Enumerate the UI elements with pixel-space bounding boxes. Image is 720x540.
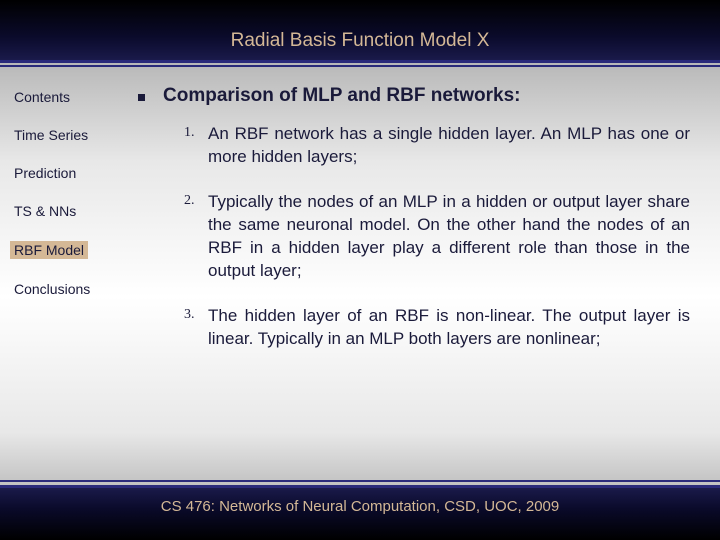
- sidebar-item-prediction[interactable]: Prediction: [14, 165, 118, 181]
- list-text: The hidden layer of an RBF is non-linear…: [208, 305, 690, 351]
- content-heading: Comparison of MLP and RBF networks:: [163, 85, 521, 107]
- sidebar-item-rbf-model[interactable]: RBF Model: [10, 241, 88, 259]
- list-number: 1.: [184, 123, 208, 141]
- list-number: 2.: [184, 191, 208, 209]
- list-item: 3. The hidden layer of an RBF is non-lin…: [184, 305, 690, 351]
- bullet-icon: [138, 94, 145, 101]
- slide-footer: CS 476: Networks of Neural Computation, …: [0, 485, 720, 540]
- list-item: 1. An RBF network has a single hidden la…: [184, 123, 690, 169]
- slide-body: Contents Time Series Prediction TS & NNs…: [0, 67, 720, 477]
- sidebar-item-conclusions[interactable]: Conclusions: [14, 281, 118, 297]
- sidebar: Contents Time Series Prediction TS & NNs…: [0, 67, 128, 477]
- list-text: Typically the nodes of an MLP in a hidde…: [208, 191, 690, 283]
- footer-divider: [0, 480, 720, 482]
- sidebar-item-ts-nns[interactable]: TS & NNs: [14, 203, 118, 219]
- slide: Radial Basis Function Model X Contents T…: [0, 0, 720, 540]
- content-area: Comparison of MLP and RBF networks: 1. A…: [128, 67, 720, 477]
- footer-text: CS 476: Networks of Neural Computation, …: [161, 498, 560, 515]
- sidebar-item-time-series[interactable]: Time Series: [14, 127, 118, 143]
- numbered-list: 1. An RBF network has a single hidden la…: [138, 123, 690, 351]
- heading-row: Comparison of MLP and RBF networks:: [138, 85, 690, 107]
- list-text: An RBF network has a single hidden layer…: [208, 123, 690, 169]
- list-item: 2. Typically the nodes of an MLP in a hi…: [184, 191, 690, 283]
- list-number: 3.: [184, 305, 208, 323]
- sidebar-item-contents[interactable]: Contents: [14, 89, 118, 105]
- slide-title: Radial Basis Function Model X: [231, 30, 490, 52]
- slide-header: Radial Basis Function Model X: [0, 0, 720, 63]
